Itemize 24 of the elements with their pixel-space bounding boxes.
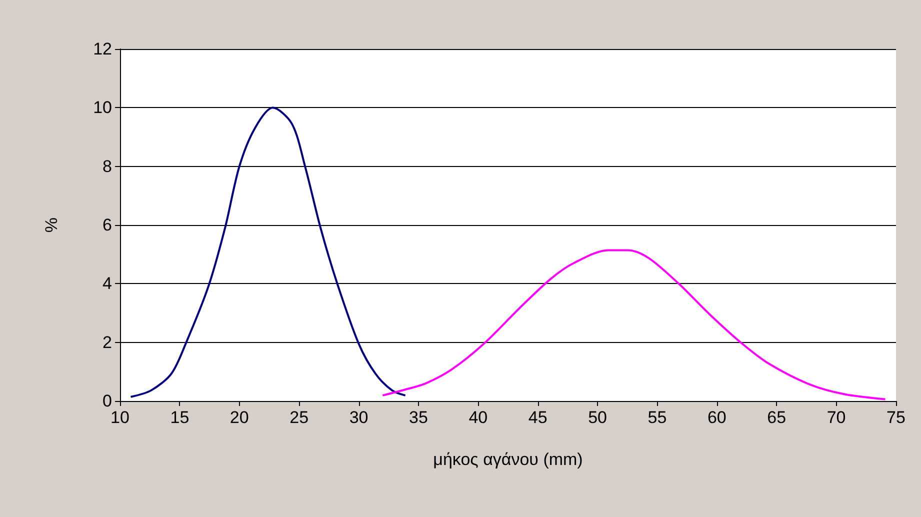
x-tick-label: 40: [468, 408, 488, 427]
y-tick-label: 6: [102, 216, 112, 234]
x-tick-label: 30: [349, 408, 368, 427]
x-tick-label: 15: [170, 408, 190, 427]
y-tick-label: 12: [93, 40, 112, 58]
x-tick-label: 55: [648, 408, 667, 427]
x-tick-label: 60: [707, 408, 726, 427]
x-axis-title: μήκος αγάνου (mm): [433, 450, 583, 469]
y-tick-label: 2: [102, 332, 112, 352]
y-tick-label: 0: [102, 392, 112, 410]
y-tick-label: 4: [102, 274, 112, 294]
y-tick-label: 10: [93, 98, 112, 118]
x-tick-label: 50: [588, 408, 607, 427]
line-series: [382, 249, 886, 400]
x-tick-label: 75: [886, 408, 906, 427]
y-axis-title: %: [42, 217, 61, 233]
x-tick-label: 20: [230, 408, 249, 427]
x-tick-label: 35: [409, 408, 428, 427]
x-tick-label: 65: [767, 408, 786, 427]
line-series: [130, 106, 406, 398]
x-tick-label: 70: [826, 408, 846, 427]
y-tick-label: 8: [102, 156, 112, 176]
x-tick-label: 25: [290, 408, 309, 427]
x-tick-label: 45: [528, 408, 548, 427]
